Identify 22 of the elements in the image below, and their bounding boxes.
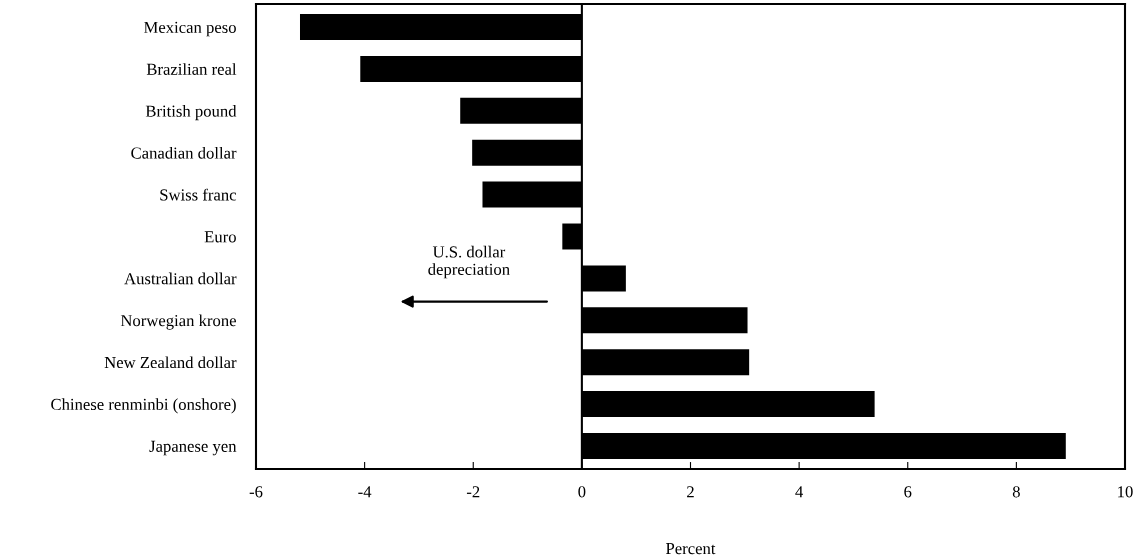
y-tick-label: Norwegian krone bbox=[120, 314, 236, 330]
y-tick-label: New Zealand dollar bbox=[104, 356, 237, 369]
y-tick-label: British pound bbox=[145, 105, 237, 121]
y-tick-label: Australian dollar bbox=[124, 272, 237, 285]
x-tick-label: 10 bbox=[1118, 486, 1133, 498]
x-axis-title: Percent bbox=[665, 543, 716, 555]
x-tick-label: 0 bbox=[578, 486, 586, 498]
y-tick-label: Mexican peso bbox=[144, 21, 236, 37]
x-tick-label: -2 bbox=[466, 486, 480, 498]
y-tick-label: Euro bbox=[204, 231, 236, 243]
annotation: U.S. dollar depreciation bbox=[428, 245, 510, 279]
y-tick-label: Japanese yen bbox=[149, 440, 237, 456]
y-tick-label: Canadian dollar bbox=[131, 146, 237, 159]
x-tick-label: 4 bbox=[795, 486, 804, 498]
x-tick-label: -4 bbox=[358, 486, 372, 498]
x-tick-label: 6 bbox=[904, 486, 912, 498]
x-tick-label: 8 bbox=[1012, 486, 1020, 498]
y-tick-label: Chinese renminbi (onshore) bbox=[51, 398, 236, 414]
y-tick-label: Swiss franc bbox=[160, 188, 237, 201]
x-tick-label: 2 bbox=[687, 486, 694, 498]
y-tick-label: Brazilian real bbox=[146, 63, 237, 75]
x-tick-label: -6 bbox=[249, 486, 263, 498]
